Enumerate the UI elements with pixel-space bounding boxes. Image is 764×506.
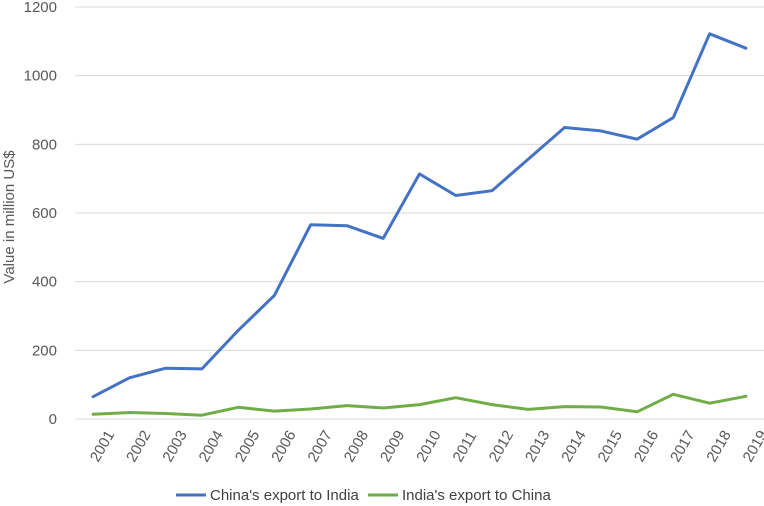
series-line-1	[91, 32, 748, 399]
x-tick-label: 2008	[341, 428, 372, 465]
y-tick-label: 800	[32, 136, 57, 153]
gridlines	[75, 6, 764, 351]
y-axis-title: Value in million US$	[1, 150, 18, 284]
y-tick-label: 200	[32, 342, 57, 359]
legend: China's export to India India's export to…	[176, 487, 551, 504]
x-tick-label: 2015	[595, 428, 626, 465]
x-tick-label: 2001	[87, 428, 118, 465]
y-axis-ticks: 0 200 400 600 800 1000 1200	[24, 0, 57, 428]
y-tick-label: 1000	[24, 68, 57, 85]
x-tick-label: 2013	[522, 428, 553, 465]
x-tick-label: 2003	[159, 428, 190, 465]
x-tick-label: 2004	[196, 428, 227, 465]
x-tick-label: 2002	[123, 428, 154, 465]
y-tick-label: 600	[32, 205, 57, 222]
y-tick-label: 400	[32, 274, 57, 291]
x-tick-label: 2010	[413, 428, 444, 465]
x-tick-label: 2012	[486, 428, 517, 465]
x-tick-label: 2016	[631, 428, 662, 465]
series-line-2	[91, 392, 748, 417]
legend-label: China's export to India	[210, 487, 359, 504]
x-axis-ticks: 2001 2002 2003 2004 2005 2006 2007 2008 2009 2010…	[87, 428, 764, 465]
x-tick-label: 2005	[232, 428, 263, 465]
x-tick-label: 2011	[450, 429, 481, 465]
y-tick-label: 0	[49, 411, 57, 428]
x-tick-label: 2017	[667, 428, 698, 465]
x-tick-label: 2007	[304, 428, 335, 465]
x-tick-label: 2014	[558, 428, 589, 465]
series-lines	[91, 32, 748, 417]
x-tick-label: 2018	[703, 428, 734, 465]
x-tick-label: 2019	[740, 428, 764, 465]
y-tick-label: 1200	[24, 0, 57, 16]
x-tick-label: 2009	[377, 428, 408, 465]
x-tick-label: 2006	[268, 428, 299, 465]
legend-label: India's export to China	[402, 487, 551, 504]
